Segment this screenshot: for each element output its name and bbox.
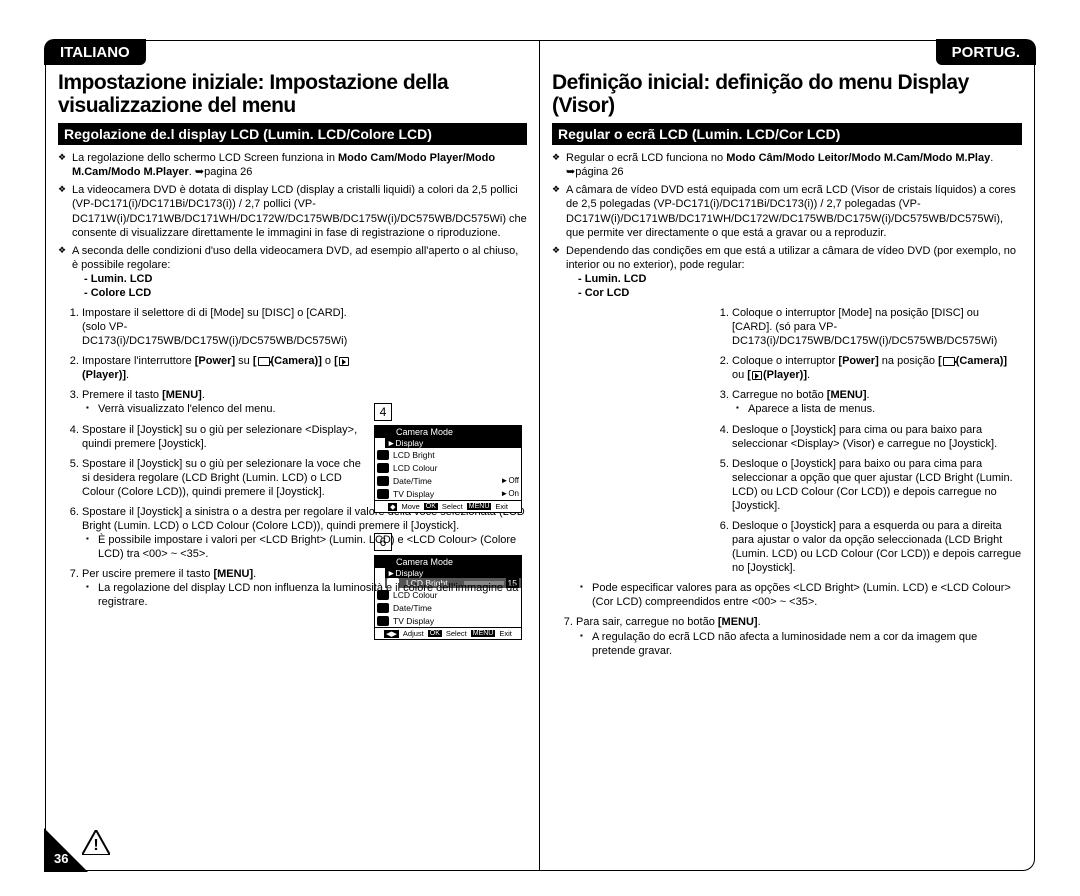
lcd-footer: ◀▶Adjust OKSelect MENUExit: [375, 627, 521, 639]
subhead-italian: Regolazione de.l display LCD (Lumin. LCD…: [58, 123, 527, 145]
step-7: Para sair, carregue no botão [MENU]. A r…: [576, 615, 1022, 657]
lcd-screen-4: Camera Mode ►Display LCD Bright LCD Colo…: [374, 425, 522, 513]
row-icon: [377, 476, 389, 486]
step-2: Coloque o interruptor [Power] na posição…: [732, 354, 1022, 382]
lcd-header: Camera Mode: [396, 427, 453, 437]
page-number: 36: [54, 851, 68, 866]
ok-keycap: OK: [428, 630, 442, 637]
row-icon: [377, 489, 389, 499]
sub-colore: Colore LCD: [84, 286, 527, 300]
lcd-footer: ◆Move OKSelect MENUExit: [375, 500, 521, 512]
lcd-val-off: ►Off: [501, 476, 519, 485]
step-2: Impostare l'interruttore [Power] su [(Ca…: [82, 354, 527, 382]
manual-page: ITALIANO Impostazione iniziale: Impostaz…: [0, 0, 1080, 896]
lcd-display-row: ►Display: [385, 568, 521, 578]
title-portug: Definição inicial: definição do menu Dis…: [552, 71, 1022, 117]
sub-lumin: Lumin. LCD: [84, 272, 527, 286]
camera-icon: [258, 357, 270, 366]
step-5: Desloque o [Joystick] para baixo ou para…: [732, 457, 1022, 513]
page-frame: ITALIANO Impostazione iniziale: Impostaz…: [45, 40, 1035, 871]
diagram-number-4: 4: [374, 403, 392, 421]
lcd-val-on: ►On: [500, 489, 519, 498]
lang-label-italian: ITALIANO: [44, 39, 146, 65]
ok-keycap: OK: [424, 503, 438, 510]
step-6-note: Pode especificar valores para as opções …: [576, 581, 1022, 609]
svg-text:!: !: [93, 837, 98, 854]
subhead-portug: Regular o ecrã LCD (Lumin. LCD/Cor LCD): [552, 123, 1022, 145]
warning-triangle-icon: !: [82, 830, 110, 860]
body-portug: Regular o ecrã LCD funciona no Modo Câm/…: [552, 151, 1022, 658]
lcd-row-colour: LCD Colour: [393, 463, 437, 473]
camera-icon: [943, 357, 955, 366]
lcd-display-row: ►Display: [385, 438, 521, 448]
nav-keycap: ◆: [388, 503, 397, 511]
menu-keycap: MENU: [471, 630, 496, 637]
title-italian: Impostazione iniziale: Impostazione dell…: [58, 71, 527, 117]
row-icon: [377, 450, 389, 460]
step-1: Coloque o interruptor [Mode] na posição …: [732, 306, 1022, 348]
menu-keycap: MENU: [467, 503, 492, 510]
lcd-row-datetime: Date/Time: [393, 476, 432, 486]
lcd-row-bright: LCD Bright: [393, 450, 435, 460]
lcd-row-tv: TV Display: [393, 489, 434, 499]
player-icon: [752, 371, 762, 380]
camera-icon: [377, 427, 389, 437]
sub-lumin: Lumin. LCD: [578, 272, 1022, 286]
sub-cor: Cor LCD: [578, 286, 1022, 300]
step-6: Desloque o [Joystick] para a esquerda ou…: [732, 519, 1022, 575]
player-icon: [339, 357, 349, 366]
body-italian: La regolazione dello schermo LCD Screen …: [58, 151, 527, 609]
row-icon: [377, 463, 389, 473]
lcd-diagrams: 4 Camera Mode ►Display LCD Bright LCD Co…: [374, 403, 529, 660]
step-1: Impostare il selettore di di [Mode] su […: [82, 306, 527, 348]
step-3: Carregue no botão [MENU]. Aparece a list…: [732, 388, 1022, 416]
nav-keycap: ◀▶: [384, 630, 399, 638]
column-italian: ITALIANO Impostazione iniziale: Impostaz…: [46, 41, 540, 870]
step-4: Desloque o [Joystick] para cima ou para …: [732, 423, 1022, 451]
row-icon: [377, 616, 389, 626]
column-portuguese: PORTUG. Definição inicial: definição do …: [540, 41, 1034, 870]
lcd-row-tv: TV Display: [393, 616, 434, 626]
lang-label-portug: PORTUG.: [936, 39, 1036, 65]
